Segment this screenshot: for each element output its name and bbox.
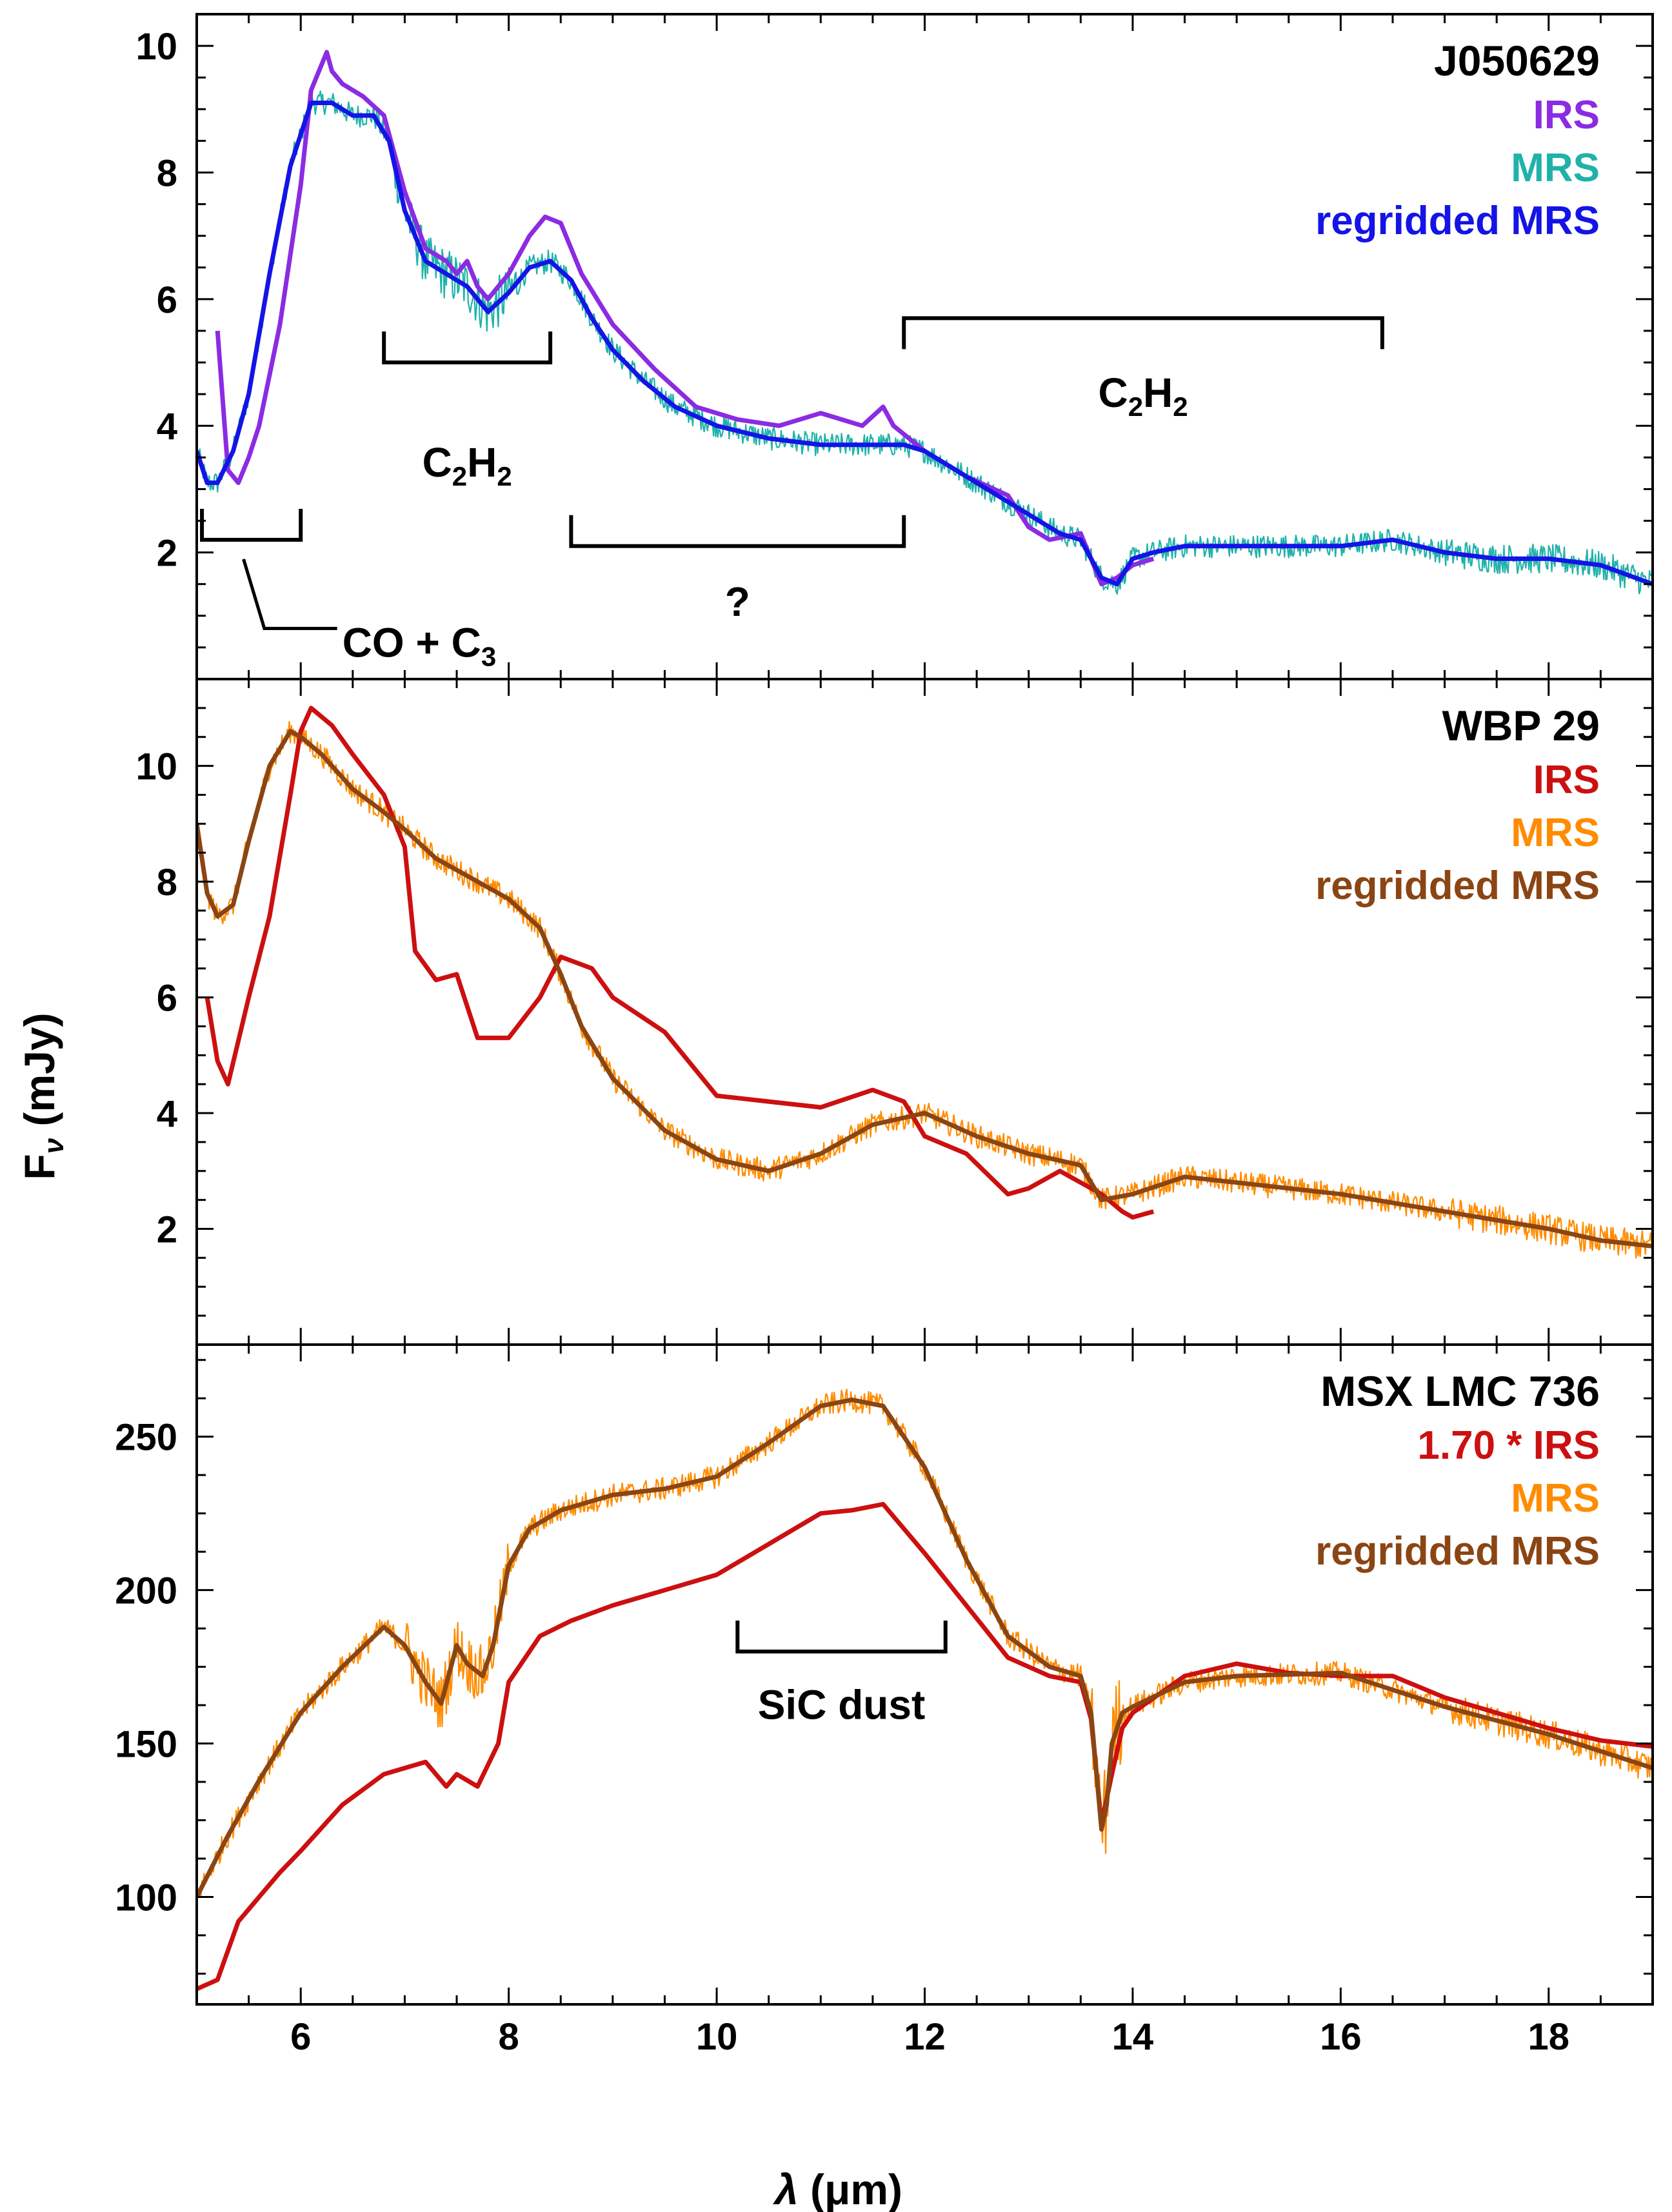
x-axis-unit: (μm) (810, 2166, 902, 2212)
y-tick-label: 8 (157, 152, 177, 194)
annotation-bracket (200, 508, 303, 542)
panel-title: MSX LMC 736 (1320, 1367, 1600, 1415)
y-axis-unit: (mJy) (15, 1012, 63, 1126)
annotation: C2H2 (902, 316, 1384, 422)
x-tick-label: 14 (1112, 2016, 1154, 2058)
y-tick-label: 10 (135, 26, 177, 68)
series-line-irs (215, 50, 1155, 587)
panel-3: 6 8 10 12 14 16 18 100 150 200 250 MSX LMC 736 1.70 … (115, 1343, 1654, 2058)
plot-area (197, 1388, 1653, 1991)
legend-entry: IRS (1533, 93, 1600, 137)
y-tick-label: 150 (115, 1724, 177, 1766)
panel-title: J050629 (1434, 37, 1600, 84)
legend: WBP 29 IRS MRS regridded MRS (1315, 702, 1600, 908)
y-axis-symbol: F (15, 1154, 63, 1180)
series-line-mrs (197, 1388, 1653, 1898)
y-tick-label: 4 (157, 1093, 177, 1135)
y-tick-label: 2 (157, 533, 177, 575)
y-tick-label: 6 (157, 978, 177, 1020)
y-tick-label: 10 (135, 746, 177, 788)
y-tick-label: 8 (157, 862, 177, 904)
y-axis-label: Fν (mJy) (15, 1012, 70, 1180)
series-line-mrs (197, 90, 1653, 595)
legend: J050629 IRS MRS regridded MRS (1315, 37, 1600, 243)
annotation-bracket (735, 1620, 948, 1654)
x-tick-label: 12 (904, 2016, 946, 2058)
series-line-1-70-irs (197, 1501, 1653, 1991)
annotation-label: C2H2 (423, 439, 512, 491)
x-tick-label: 6 (290, 2016, 311, 2058)
series-line-regridded-mrs (197, 1397, 1653, 1899)
annotation: ? (569, 515, 906, 625)
y-tick-label: 250 (115, 1417, 177, 1459)
plot-area (197, 706, 1653, 1259)
legend-entry: regridded MRS (1315, 199, 1600, 243)
annotation-bracket (382, 331, 553, 365)
axes-frame (195, 678, 1654, 1346)
panel-1: 2 4 6 8 10 J050629 IRS MRS regridded MRS C2H2 C2H2… (135, 13, 1654, 680)
panel-2: 2 4 6 8 10 WBP 29 IRS MRS regridded MRS (135, 678, 1654, 1346)
annotation-bracket (569, 515, 906, 548)
annotation-leader (242, 558, 337, 630)
plot-area (197, 50, 1653, 595)
y-axis-subscript: ν (38, 1138, 70, 1154)
annotation-label: SiC dust (758, 1681, 926, 1728)
annotation-label: CO + C3 (343, 620, 497, 672)
y-tick-label: 200 (115, 1570, 177, 1612)
x-tick-label: 16 (1320, 2016, 1362, 2058)
y-tick-label: 2 (157, 1209, 177, 1251)
annotation-bracket (902, 316, 1384, 350)
annotation: CO + C3 (200, 508, 497, 672)
y-tick-label: 100 (115, 1877, 177, 1919)
series-line-regridded-mrs (197, 729, 1653, 1249)
legend-entry: 1.70 * IRS (1417, 1423, 1600, 1468)
axes-frame (195, 13, 1654, 680)
y-tick-label: 4 (157, 406, 177, 448)
annotation-label: C2H2 (1098, 370, 1188, 422)
series-line-mrs (197, 720, 1653, 1259)
legend: MSX LMC 736 1.70 * IRS MRS regridded MRS (1315, 1367, 1600, 1574)
annotation: SiC dust (735, 1620, 948, 1728)
legend-entry: MRS (1511, 146, 1600, 190)
annotation: C2H2 (382, 331, 553, 491)
series-line-regridded-mrs (197, 101, 1653, 587)
x-tick-label: 18 (1528, 2016, 1570, 2058)
legend-entry: regridded MRS (1315, 1529, 1600, 1574)
legend-entry: IRS (1533, 758, 1600, 802)
x-axis-label: λ (μm) (773, 2166, 902, 2212)
y-tick-label: 6 (157, 279, 177, 321)
legend-entry: regridded MRS (1315, 864, 1600, 908)
legend-entry: MRS (1511, 811, 1600, 855)
series-line-irs (204, 706, 1155, 1220)
x-tick-label: 8 (499, 2016, 519, 2058)
x-tick-label: 10 (696, 2016, 738, 2058)
annotation-label: ? (725, 578, 750, 625)
panel-title: WBP 29 (1442, 702, 1600, 749)
x-axis-symbol: λ (773, 2166, 799, 2212)
legend-entry: MRS (1511, 1476, 1600, 1521)
